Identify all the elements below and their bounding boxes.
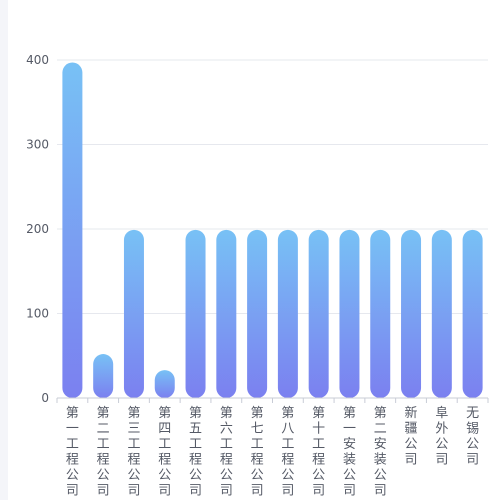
left-panel-strip xyxy=(0,0,8,500)
y-tick-label: 400 xyxy=(26,53,49,67)
x-tick-label: 第七工程公司 xyxy=(251,406,264,499)
bar xyxy=(216,229,237,398)
y-axis-tick-labels: 0 100 200 300 400 xyxy=(26,53,49,405)
x-tick-label: 阜外公司 xyxy=(435,405,448,468)
bar xyxy=(308,229,329,398)
x-tick-label: 第二安装公司 xyxy=(374,406,387,499)
x-axis-tick-labels: 第一工程公司 第二工程公司 第三工程公司 第四工程公司 第五工程公司 第六工程公司 第七工程… xyxy=(66,405,479,499)
bar xyxy=(431,229,452,398)
bars xyxy=(62,62,483,398)
x-tick-label: 第三工程公司 xyxy=(127,406,140,499)
x-tick-label: 第一工程公司 xyxy=(66,406,79,499)
x-tick-label: 第一安装公司 xyxy=(343,406,356,499)
bar xyxy=(185,229,206,398)
x-tick-label: 第四工程公司 xyxy=(158,406,171,499)
bar xyxy=(401,229,422,398)
y-tick-label: 100 xyxy=(26,307,49,321)
bar xyxy=(370,229,391,398)
bar xyxy=(339,229,360,398)
y-tick-label: 200 xyxy=(26,222,49,236)
y-tick-label: 0 xyxy=(41,391,49,405)
x-axis xyxy=(56,397,489,403)
bar xyxy=(123,229,144,398)
bar xyxy=(277,229,298,398)
bar xyxy=(154,370,175,398)
x-tick-label: 第六工程公司 xyxy=(220,406,233,499)
x-tick-label: 第八工程公司 xyxy=(281,406,294,499)
x-tick-label: 第十工程公司 xyxy=(312,406,325,499)
x-tick-label: 第五工程公司 xyxy=(189,406,202,499)
bar xyxy=(62,62,83,398)
grid-lines xyxy=(57,59,488,314)
x-tick-label: 第二工程公司 xyxy=(97,406,110,499)
y-tick-label: 300 xyxy=(26,138,49,152)
bar xyxy=(462,229,483,398)
bar xyxy=(93,354,114,398)
x-tick-label: 新疆公司 xyxy=(405,405,418,468)
x-tick-label: 无锡公司 xyxy=(466,406,479,468)
bar xyxy=(247,229,268,398)
